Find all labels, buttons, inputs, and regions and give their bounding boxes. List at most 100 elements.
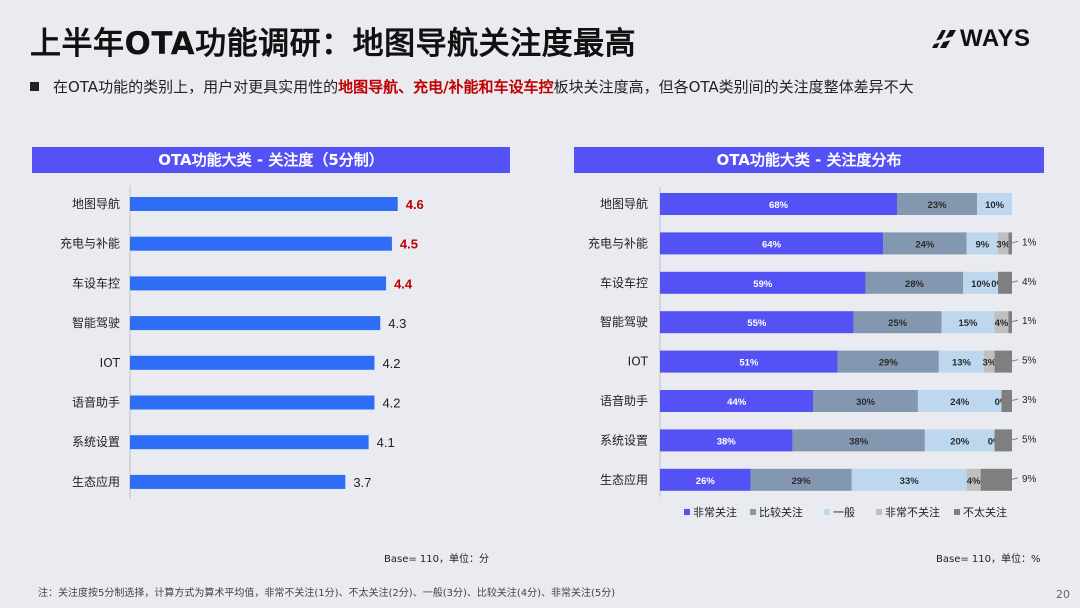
outside-value-label: 1% (1022, 237, 1037, 248)
left-bar (130, 355, 375, 370)
ways-logo-mark-icon (930, 30, 956, 48)
left-bar (130, 197, 398, 211)
segment-value-label: 3% (996, 239, 1010, 250)
segment-value-label: 51% (739, 358, 759, 369)
right-chart-title: OTA功能大类 - 关注度分布 (574, 147, 1044, 173)
left-category-label: 语音助手 (72, 395, 120, 410)
segment-value-label: 59% (753, 279, 773, 290)
segment-value-label: 24% (950, 397, 970, 408)
segment-value-label: 38% (717, 436, 737, 447)
segment-value-label: 20% (950, 436, 970, 447)
stacked-segment (883, 232, 967, 255)
stacked-segment (660, 429, 793, 452)
outside-value-label: 5% (1022, 434, 1037, 445)
stacked-segment (660, 390, 814, 412)
segment-value-label: 55% (747, 318, 767, 329)
right-chart-title-text: OTA功能大类 - 关注度分布 (716, 151, 902, 169)
stacked-segment (924, 429, 995, 452)
segment-value-label: 26% (696, 476, 716, 487)
stacked-segment (941, 311, 995, 334)
segment-value-label: 10% (971, 279, 991, 290)
page-title: 上半年OTA功能调研：地图导航关注度最高 (30, 26, 637, 62)
segment-value-label: 28% (905, 279, 925, 290)
outside-label-leader (1009, 280, 1019, 284)
stacked-segment (792, 429, 925, 452)
legend-label: 比较关注 (759, 505, 803, 519)
right-category-label: IOT (628, 355, 649, 369)
right-category-label: 充电与补能 (588, 235, 648, 250)
legend-swatch (876, 509, 882, 515)
stacked-segment (660, 468, 751, 491)
left-category-label: IOT (100, 356, 121, 370)
segment-value-label: 68% (769, 200, 789, 211)
segment-value-label: 30% (856, 397, 876, 408)
subtitle-highlight: 地图导航、充电/补能和车设车控 (338, 78, 554, 96)
right-category-label: 系统设置 (600, 433, 648, 447)
right-category-label: 智能驾驶 (600, 314, 648, 329)
stacked-segment (750, 468, 852, 491)
outside-label-leader (1009, 398, 1019, 402)
right-category-label: 语音助手 (600, 393, 648, 408)
stacked-segment (998, 232, 1009, 255)
page-number: 20 (1056, 588, 1070, 601)
stacked-segment (998, 271, 1012, 294)
outside-value-label: 3% (1022, 395, 1037, 406)
segment-value-label: 4% (967, 476, 981, 487)
subtitle-part-3: 板块关注度高，但各OTA类别间的关注度整体差异不大 (553, 78, 914, 96)
outside-label-leader (1009, 240, 1019, 244)
stacked-segment (977, 193, 1012, 215)
segment-value-label: 25% (888, 318, 908, 329)
stacked-segment (853, 311, 942, 334)
stacked-segment (963, 271, 999, 294)
right-category-label: 车设车控 (600, 275, 648, 290)
left-value-label: 4.6 (406, 197, 424, 212)
segment-value-label: 24% (915, 239, 935, 250)
left-bar (130, 435, 369, 450)
stacked-segment (994, 311, 1009, 334)
stacked-segment (851, 468, 967, 491)
stacked-segment (896, 193, 978, 215)
left-category-label: 智能驾驶 (72, 315, 120, 330)
stacked-segment (966, 232, 999, 255)
segment-value-label: 9% (976, 239, 990, 250)
legend-label: 非常关注 (693, 505, 737, 519)
ways-logo-text: WAYS (960, 25, 1031, 52)
segment-value-label: 29% (879, 358, 899, 369)
segment-value-label: 15% (958, 318, 978, 329)
legend-swatch (824, 509, 830, 515)
right-category-label: 地图导航 (600, 196, 648, 211)
outside-label-leader (1009, 437, 1019, 441)
left-value-label: 4.2 (382, 356, 400, 371)
left-chart-title: OTA功能大类 - 关注度（5分制） (32, 147, 510, 173)
legend-label: 非常不关注 (885, 505, 940, 519)
segment-value-label: 64% (762, 239, 782, 250)
outside-value-label: 4% (1022, 277, 1037, 288)
stacked-segment (994, 429, 1012, 452)
legend-label: 一般 (833, 506, 855, 519)
stacked-segment (660, 311, 854, 334)
bullet-square-icon (30, 82, 39, 91)
outside-value-label: 9% (1022, 474, 1037, 485)
stacked-segment (980, 468, 1012, 491)
segment-value-label: 29% (792, 476, 812, 487)
footnote: 注：关注度按5分制选择，计算方式为算术平均值，非常不关注(1分)、不太关注(2分… (38, 588, 616, 599)
legend-label: 不太关注 (963, 505, 1007, 519)
left-value-label: 4.2 (382, 396, 400, 411)
segment-value-label: 10% (985, 200, 1005, 211)
outside-label-leader (1009, 359, 1019, 363)
outside-label-leader (1009, 477, 1019, 481)
left-base-note: Base= 110，单位：分 (384, 554, 489, 565)
left-category-label: 地图导航 (72, 196, 120, 211)
stacked-segment (938, 350, 985, 373)
left-value-label: 4.4 (394, 276, 413, 291)
left-category-label: 车设车控 (72, 275, 120, 290)
segment-value-label: 44% (727, 397, 747, 408)
left-chart-title-text: OTA功能大类 - 关注度（5分制） (158, 151, 384, 169)
left-bar (130, 316, 381, 331)
stacked-segment (660, 193, 897, 215)
stacked-segment (966, 468, 981, 491)
left-bar (130, 236, 392, 251)
outside-value-label: 1% (1022, 316, 1037, 327)
